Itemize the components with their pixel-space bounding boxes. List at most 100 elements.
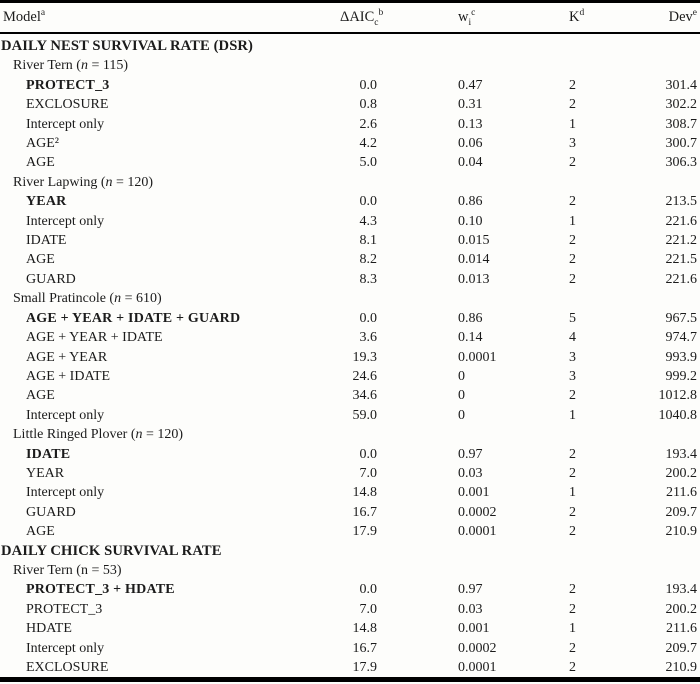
deviance-cell: 210.9: [665, 660, 698, 675]
sample-size-value-text: = 53): [87, 562, 122, 578]
k-parameters-cell: 3: [569, 368, 576, 384]
species-group-label: River Lapwing (n = 120): [0, 173, 700, 192]
akaike-weight-cell: 0.97: [458, 582, 483, 598]
model-row: PROTECT_3 0.0 0.47 2 301.4: [0, 76, 700, 95]
delta-aicc-cell: 0.0: [359, 194, 378, 210]
delta-aicc-cell: 14.8: [352, 621, 378, 637]
deviance-cell: 221.5: [665, 252, 698, 268]
delta-aicc-cell: 59.0: [352, 407, 378, 423]
column-header-delta-aicc: ΔAICcb: [340, 1, 385, 34]
k-parameters-cell: 1: [569, 116, 576, 132]
model-name-cell: EXCLOSURE: [26, 660, 109, 675]
model-row: PROTECT_3 7.0 0.03 2 200.2: [0, 600, 700, 619]
model-name-cell: PROTECT_3: [26, 601, 103, 617]
model-name-cell: HDATE: [26, 621, 72, 637]
akaike-weight-cell: 0.06: [458, 136, 483, 152]
deviance-cell: 209.7: [665, 504, 698, 520]
model-name-cell: IDATE: [26, 233, 67, 249]
delta-aicc-cell: 0.0: [359, 446, 378, 462]
deviance-cell: 211.6: [666, 621, 697, 637]
k-parameters-cell: 2: [569, 271, 576, 287]
model-row: AGE 17.9 0.0001 2 210.9: [0, 522, 700, 541]
akaike-weight-cell: 0.10: [458, 213, 483, 229]
deviance-cell: 209.7: [665, 640, 698, 656]
k-parameters-cell: 3: [569, 349, 576, 365]
k-parameters-cell: 1: [569, 485, 576, 501]
delta-aicc-cell: 19.3: [352, 349, 378, 365]
akaike-weight-cell: 0.03: [458, 465, 483, 481]
table-body: DAILY NEST SURVIVAL RATE (DSR) River Tern…: [0, 33, 700, 680]
deviance-cell: 193.4: [665, 582, 698, 598]
k-parameters-cell: 2: [569, 155, 576, 171]
deviance-cell: 974.7: [665, 330, 698, 346]
delta-aicc-cell: 2.6: [359, 116, 378, 132]
sample-size-variable: n: [80, 58, 88, 74]
delta-aicc-cell: 3.6: [359, 330, 378, 346]
model-name-cell: AGE + YEAR + IDATE: [26, 330, 163, 346]
sample-size-variable: n: [105, 174, 113, 190]
deviance-cell: 967.5: [665, 310, 698, 326]
delta-aicc-cell: 17.9: [352, 660, 378, 675]
model-name-cell: Intercept only: [26, 640, 105, 656]
model-name-cell: GUARD: [26, 271, 76, 287]
k-parameters-cell: 2: [569, 504, 576, 520]
delta-aicc-cell: 0.8: [359, 97, 378, 113]
header-daicc-subscript: c: [374, 17, 379, 28]
k-parameters-cell: 2: [569, 660, 576, 675]
k-parameters-cell: 2: [569, 388, 576, 404]
delta-aicc-cell: 5.0: [359, 155, 378, 171]
akaike-weight-cell: 0.31: [458, 97, 483, 113]
sample-size-variable: n: [80, 562, 88, 578]
model-name-cell: AGE + IDATE: [26, 368, 111, 384]
model-name-cell: Intercept only: [26, 407, 105, 423]
deviance-cell: 999.2: [665, 368, 698, 384]
section-header-row: DAILY CHICK SURVIVAL RATE: [0, 542, 700, 561]
model-row: YEAR 7.0 0.03 2 200.2: [0, 464, 700, 483]
model-row: IDATE 0.0 0.97 2 193.4: [0, 445, 700, 464]
species-group-label: River Tern (n = 115): [0, 56, 700, 75]
model-name-cell: GUARD: [26, 504, 76, 520]
akaike-weight-cell: 0.86: [458, 310, 483, 326]
deviance-cell: 221.6: [665, 213, 698, 229]
akaike-weight-cell: 0.013: [458, 271, 490, 287]
k-parameters-cell: 2: [569, 252, 576, 268]
species-name-text: River Tern (: [13, 562, 81, 578]
model-name-cell: AGE: [26, 524, 55, 540]
model-row: AGE + YEAR + IDATE + GUARD 0.0 0.86 5 967.5: [0, 309, 700, 328]
model-name-cell: PROTECT_3 + HDATE: [26, 582, 175, 598]
delta-aicc-cell: 4.3: [359, 213, 378, 229]
k-parameters-cell: 2: [569, 582, 576, 598]
sample-size-variable: n: [114, 291, 122, 307]
deviance-cell: 211.6: [666, 485, 697, 501]
akaike-weight-cell: 0.0001: [458, 524, 497, 540]
model-row: Intercept only 16.7 0.0002 2 209.7: [0, 639, 700, 658]
model-name-cell: AGE: [26, 252, 55, 268]
deviance-cell: 300.7: [665, 136, 698, 152]
akaike-weight-cell: 0.001: [458, 621, 490, 637]
species-group-row: River Lapwing (n = 120): [0, 173, 700, 192]
model-name-cell: AGE: [26, 155, 55, 171]
akaike-weight-cell: 0: [458, 368, 465, 384]
table-header: Modela ΔAICcb wic Kd Deve: [0, 1, 700, 34]
akaike-weight-cell: 0: [458, 388, 465, 404]
header-daicc-footnote-mark: b: [378, 8, 384, 19]
species-group-label: Small Pratincole (n = 610): [0, 289, 700, 308]
delta-aicc-cell: 14.8: [352, 485, 378, 501]
species-name-text: River Lapwing (: [13, 174, 106, 190]
section-header-row: DAILY NEST SURVIVAL RATE (DSR): [0, 33, 700, 56]
deviance-cell: 221.6: [665, 271, 698, 287]
model-row: AGE + IDATE 24.6 0 3 999.2: [0, 367, 700, 386]
delta-aicc-cell: 16.7: [352, 640, 378, 656]
delta-aicc-cell: 24.6: [352, 368, 378, 384]
model-name-cell: Intercept only: [26, 485, 105, 501]
species-group-row: River Tern (n = 53): [0, 561, 700, 580]
delta-aicc-cell: 17.9: [352, 524, 378, 540]
k-parameters-cell: 1: [569, 213, 576, 229]
akaike-weight-cell: 0.0001: [458, 660, 497, 675]
k-parameters-cell: 3: [569, 136, 576, 152]
model-name-cell: AGE + YEAR + IDATE + GUARD: [26, 310, 241, 326]
k-parameters-cell: 2: [569, 465, 576, 481]
model-name-cell: AGE²: [26, 136, 59, 152]
